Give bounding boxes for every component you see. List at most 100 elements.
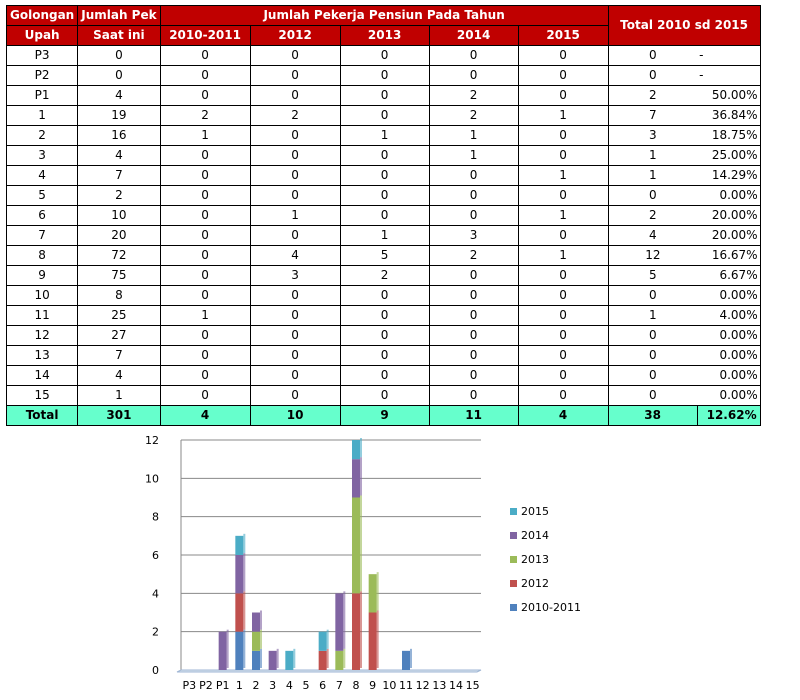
- bar-segment-side: [243, 591, 246, 630]
- year-value-cell: 0: [249, 65, 341, 86]
- jumlah-cell: 0: [77, 45, 161, 66]
- bar-segment: [252, 612, 260, 632]
- year-value-cell: 0: [159, 245, 251, 266]
- x-tick-label: 15: [466, 679, 480, 692]
- bar-segment-side: [260, 648, 262, 668]
- header-year: 2010-2011: [159, 25, 251, 46]
- y-tick-label: 10: [145, 472, 159, 485]
- table-row: 4 7 0 0 0 0 1 1 14.29%: [5, 165, 761, 186]
- y-tick-label: 4: [152, 587, 159, 600]
- bar-segment-side: [343, 648, 346, 668]
- year-value-cell: 0: [428, 265, 519, 286]
- golongan-cell: 14: [5, 365, 79, 386]
- year-value-cell: 0: [249, 345, 341, 366]
- legend-swatch: [510, 532, 517, 539]
- header-pensiun: Jumlah Pekerja Pensiun Pada Tahun: [159, 5, 609, 26]
- year-value-cell: 2: [339, 265, 430, 286]
- year-value-cell: 0: [249, 45, 341, 66]
- total-cell: 2: [607, 205, 698, 226]
- table-row: 2 16 1 0 1 1 0 3 18.75%: [5, 125, 761, 146]
- bar-segment-side: [260, 610, 262, 630]
- table-row: 10 8 0 0 0 0 0 0 0.00%: [5, 285, 761, 306]
- table-row: 8 72 0 4 5 2 1 12 16.67%: [5, 245, 761, 266]
- year-value-cell: 0: [517, 385, 609, 406]
- year-value-cell: 0: [517, 325, 609, 346]
- bar-segment-side: [326, 629, 329, 649]
- year-value-cell: 0: [159, 185, 251, 206]
- golongan-cell: P2: [5, 65, 79, 86]
- header-year: 2013: [339, 25, 430, 46]
- table-row: 5 2 0 0 0 0 0 0 0.00%: [5, 185, 761, 206]
- percent-cell: 14.29%: [697, 165, 761, 186]
- x-tick-label: 4: [286, 679, 293, 692]
- bar-segment-side: [243, 553, 246, 592]
- year-value-cell: 0: [339, 185, 430, 206]
- golongan-cell: 11: [5, 305, 79, 326]
- year-value-cell: 1: [517, 105, 609, 126]
- year-value-cell: 0: [339, 85, 430, 106]
- year-value-cell: 0: [339, 165, 430, 186]
- jumlah-cell: 0: [77, 65, 161, 86]
- percent-cell: 25.00%: [697, 145, 761, 166]
- bar-segment: [318, 631, 327, 651]
- year-value-cell: 1: [249, 205, 341, 226]
- year-value-cell: 0: [159, 205, 251, 226]
- jumlah-cell: 75: [77, 265, 161, 286]
- total-cell: 0: [607, 385, 698, 406]
- year-value-cell: 0: [159, 325, 251, 346]
- year-value-cell: 0: [249, 85, 341, 106]
- x-tick-label: 13: [432, 679, 446, 692]
- year-value-cell: 0: [249, 365, 341, 386]
- x-tick-label: 12: [416, 679, 430, 692]
- table-row: 1 19 2 2 0 2 1 7 36.84%: [5, 105, 761, 126]
- bar-segment: [352, 459, 360, 498]
- percent-cell: 4.00%: [697, 305, 761, 326]
- header-total: Total 2010 sd 2015: [607, 5, 761, 46]
- year-value-cell: 1: [517, 165, 609, 186]
- year-value-cell: 0: [249, 165, 341, 186]
- jumlah-cell: 27: [77, 325, 161, 346]
- golongan-cell: P3: [5, 45, 79, 66]
- x-tick-label: 1: [236, 679, 243, 692]
- year-value-cell: 2: [428, 105, 519, 126]
- x-tick-label: P2: [199, 679, 213, 692]
- legend-label: 2010-2011: [521, 601, 581, 614]
- bar-segment: [335, 593, 344, 651]
- golongan-cell: 6: [5, 205, 79, 226]
- percent-cell: 20.00%: [697, 225, 761, 246]
- golongan-cell: 4: [5, 165, 79, 186]
- golongan-cell: 5: [5, 185, 79, 206]
- bar-segment-side: [360, 457, 362, 496]
- x-tick-label: 5: [303, 679, 310, 692]
- total-cell: 0: [607, 365, 698, 386]
- header-golongan: Golongan: [5, 5, 79, 26]
- bar-segment: [352, 440, 360, 460]
- legend-swatch: [510, 604, 517, 611]
- year-value-cell: 0: [249, 225, 341, 246]
- retirement-table: Golongan Jumlah Pek Jumlah Pekerja Pensi…: [5, 5, 761, 426]
- year-value-cell: 0: [159, 225, 251, 246]
- header-jumlah: Jumlah Pek: [77, 5, 161, 26]
- bar-segment: [235, 555, 244, 594]
- year-value-cell: 1: [159, 125, 251, 146]
- year-value-cell: 0: [339, 105, 430, 126]
- golongan-cell: P1: [5, 85, 79, 106]
- jumlah-cell: 4: [77, 85, 161, 106]
- table-row: 15 1 0 0 0 0 0 0 0.00%: [5, 385, 761, 406]
- year-value-cell: 0: [428, 345, 519, 366]
- legend-label: 2012: [521, 577, 549, 590]
- year-value-cell: 0: [339, 145, 430, 166]
- year-value-cell: 0: [339, 365, 430, 386]
- bar-segment-side: [226, 629, 229, 668]
- year-value-cell: 0: [517, 285, 609, 306]
- percent-cell: -: [697, 65, 761, 86]
- bar-segment-side: [243, 533, 246, 553]
- x-tick-label: 6: [319, 679, 326, 692]
- table-row: 9 75 0 3 2 0 0 5 6.67%: [5, 265, 761, 286]
- year-value-cell: 1: [517, 205, 609, 226]
- year-value-cell: 0: [249, 385, 341, 406]
- bar-segment-side: [276, 648, 279, 668]
- total-cell: 7: [607, 105, 698, 126]
- jumlah-cell: 1: [77, 385, 161, 406]
